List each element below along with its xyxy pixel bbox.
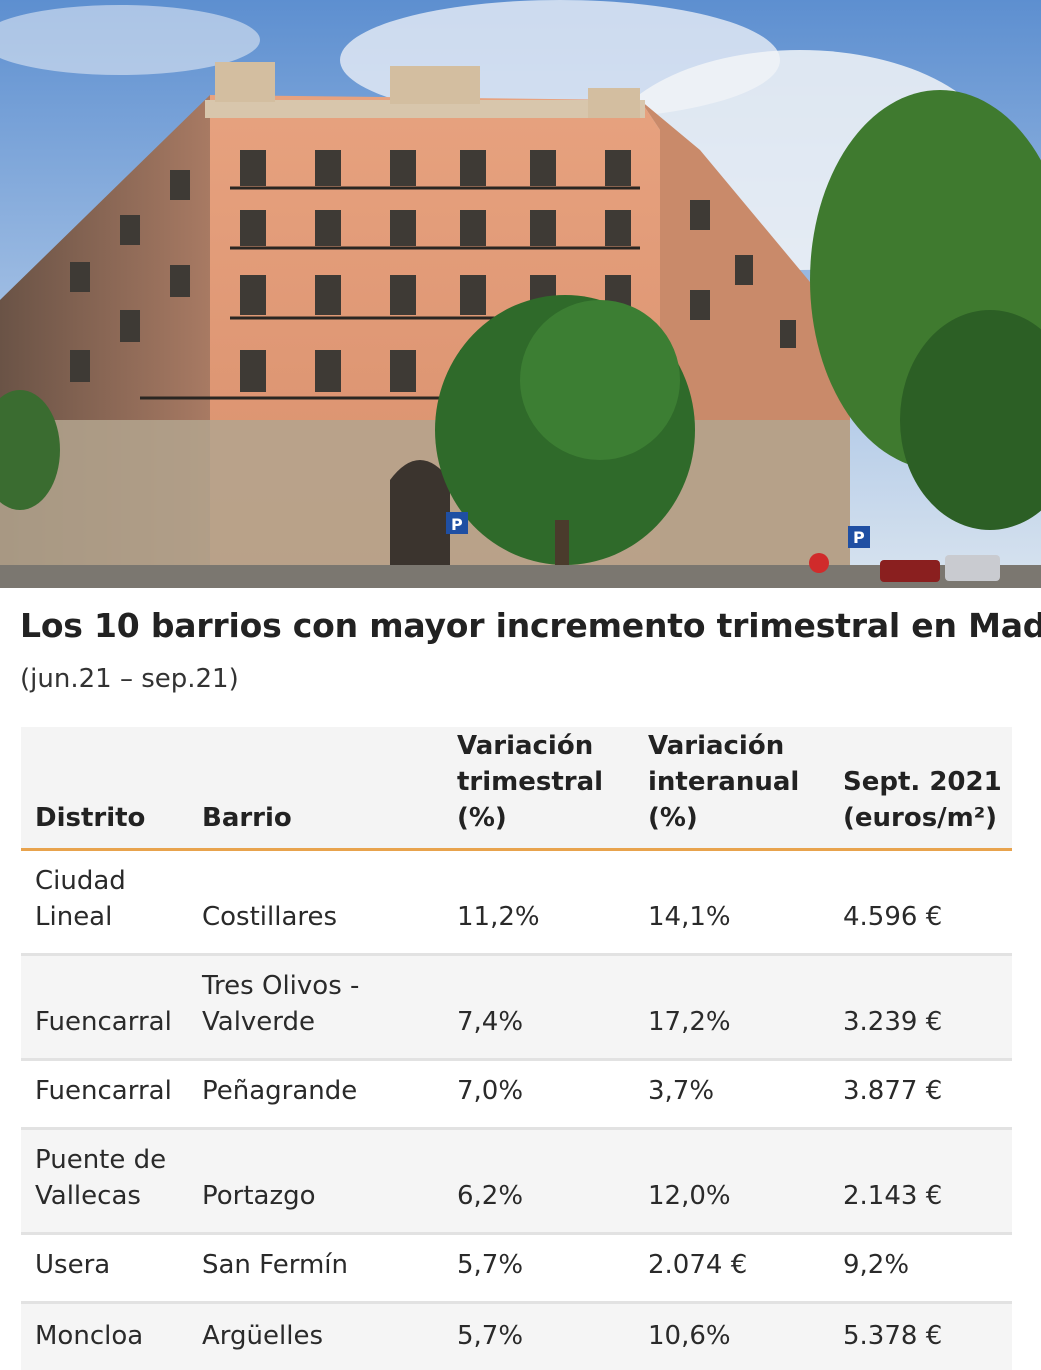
data-table: Distrito Barrio Variación trimestral (%)… <box>21 727 1012 1370</box>
table-row: Usera San Fermín 5,7% 2.074 € 9,2% <box>21 1235 1012 1304</box>
parking-sign-label: P <box>853 528 865 547</box>
page-subtitle: (jun.21 – sep.21) <box>20 664 239 694</box>
doorway <box>390 460 450 588</box>
car <box>945 555 1000 581</box>
cell-variacion-interanual: 12,0% <box>648 1181 731 1211</box>
tree-left <box>0 390 60 510</box>
cell-barrio: Portazgo <box>202 1181 316 1211</box>
cornice <box>205 100 645 118</box>
windows <box>70 150 796 392</box>
roof-tower-center <box>390 66 480 104</box>
building-photo: P P <box>0 0 1041 588</box>
cell-distrito: Usera <box>35 1250 111 1280</box>
cell-distrito: Fuencarral <box>35 1007 172 1037</box>
street <box>0 565 1041 588</box>
header-precio: Sept. 2021 (euros/m²) <box>843 767 1002 833</box>
table-header-row: Distrito Barrio Variación trimestral (%)… <box>21 727 1012 851</box>
cell-precio: 3.239 € <box>843 1007 943 1037</box>
cell-variacion-interanual: 2.074 € <box>648 1250 748 1280</box>
building-photo-illustration: P P <box>0 0 1041 588</box>
cloud <box>0 5 260 75</box>
cell-variacion-trimestral: 5,7% <box>457 1250 524 1280</box>
cell-barrio: Costillares <box>202 902 338 932</box>
cell-distrito: Puente de Vallecas <box>35 1145 167 1211</box>
cell-variacion-trimestral: 7,4% <box>457 1007 524 1037</box>
cell-variacion-trimestral: 7,0% <box>457 1076 524 1106</box>
roof-tower-right <box>588 88 640 118</box>
no-entry-sign-icon <box>809 553 829 573</box>
tree-right-lower <box>900 310 1041 530</box>
cell-variacion-interanual: 14,1% <box>648 902 731 932</box>
parking-sign-icon <box>446 512 468 534</box>
table-row: Puente de Vallecas Portazgo 6,2% 12,0% 2… <box>21 1130 1012 1235</box>
cell-variacion-interanual: 17,2% <box>648 1007 731 1037</box>
cell-variacion-trimestral: 6,2% <box>457 1181 524 1211</box>
cell-distrito: Moncloa <box>35 1321 144 1351</box>
car <box>880 560 940 582</box>
table-row: Ciudad Lineal Costillares 11,2% 14,1% 4.… <box>21 851 1012 956</box>
cell-variacion-trimestral: 11,2% <box>457 902 540 932</box>
cell-precio: 3.877 € <box>843 1076 943 1106</box>
cell-variacion-interanual: 10,6% <box>648 1321 731 1351</box>
page-title: Los 10 barrios con mayor incremento trim… <box>20 606 1041 645</box>
cell-precio: 2.143 € <box>843 1181 943 1211</box>
parking-sign-icon <box>848 526 870 548</box>
roof-tower-left <box>215 62 275 102</box>
cell-barrio: San Fermín <box>202 1250 348 1280</box>
header-barrio: Barrio <box>202 803 292 833</box>
cell-precio: 4.596 € <box>843 902 943 932</box>
header-variacion-trimestral: Variación trimestral (%) <box>457 731 604 833</box>
tree-center-highlight <box>520 300 680 460</box>
header-variacion-interanual: Variación interanual (%) <box>648 731 800 833</box>
header-distrito: Distrito <box>35 803 146 833</box>
cell-precio: 9,2% <box>843 1250 910 1280</box>
parking-sign-label: P <box>451 515 463 534</box>
cell-variacion-trimestral: 5,7% <box>457 1321 524 1351</box>
table-row: Moncloa Argüelles 5,7% 10,6% 5.378 € <box>21 1304 1012 1370</box>
table-row: Fuencarral Peñagrande 7,0% 3,7% 3.877 € <box>21 1061 1012 1130</box>
cell-distrito: Fuencarral <box>35 1076 172 1106</box>
cell-variacion-interanual: 3,7% <box>648 1076 715 1106</box>
cell-barrio: Argüelles <box>202 1321 323 1351</box>
cell-barrio: Peñagrande <box>202 1076 358 1106</box>
table-row: Fuencarral Tres Olivos - Valverde 7,4% 1… <box>21 956 1012 1061</box>
cell-distrito: Ciudad Lineal <box>35 866 126 932</box>
cell-precio: 5.378 € <box>843 1321 943 1351</box>
cell-barrio: Tres Olivos - Valverde <box>202 971 360 1037</box>
